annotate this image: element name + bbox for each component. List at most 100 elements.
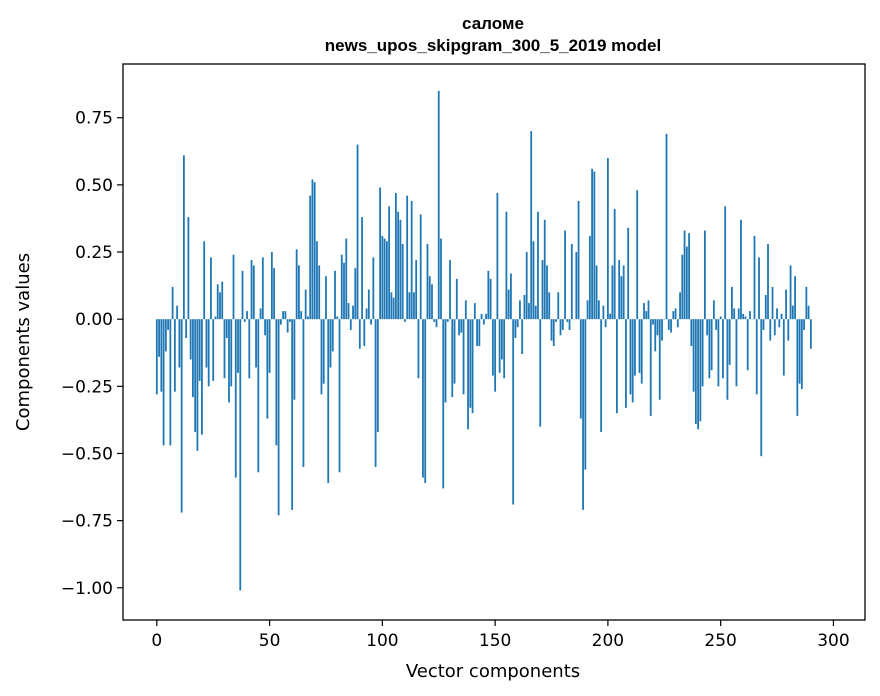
bar-240 — [697, 319, 699, 430]
bar-48 — [264, 319, 266, 336]
bar-164 — [525, 252, 528, 320]
bar-190 — [584, 319, 587, 470]
bar-124 — [435, 319, 438, 328]
bar-187 — [577, 200, 580, 320]
bar-283 — [794, 276, 796, 320]
bar-262 — [746, 319, 749, 371]
bar-181 — [564, 230, 566, 320]
bar-75 — [325, 276, 327, 320]
bar-99 — [379, 187, 381, 320]
bar-142 — [476, 319, 478, 347]
bar-160 — [516, 319, 519, 328]
bar-35 — [234, 319, 237, 478]
bar-39 — [243, 319, 246, 322]
bar-14 — [187, 217, 190, 320]
bar-57 — [284, 311, 287, 320]
bar-147 — [487, 270, 490, 320]
bar-136 — [462, 319, 465, 395]
bar-129 — [446, 319, 449, 322]
bar-123 — [433, 319, 436, 322]
y-tick-label: −0.50 — [61, 444, 113, 464]
bar-221 — [654, 319, 657, 352]
bar-226 — [665, 133, 668, 320]
bar-37 — [239, 319, 242, 591]
bar-31 — [225, 319, 228, 338]
y-axis-ticks: −1.00 −0.75 −0.50 −0.25 0.00 0.25 0.50 0.75 — [61, 109, 123, 599]
bar-61 — [293, 319, 296, 400]
bar-223 — [658, 319, 661, 400]
bar-77 — [329, 319, 332, 368]
bar-21 — [203, 241, 206, 320]
bar-81 — [338, 319, 341, 473]
bar-23 — [207, 319, 210, 387]
bar-182 — [566, 319, 569, 322]
bar-85 — [347, 303, 350, 320]
bar-191 — [586, 300, 589, 320]
bar-98 — [376, 319, 379, 432]
bar-257 — [735, 319, 738, 387]
bar-133 — [455, 278, 458, 320]
bar-169 — [537, 211, 539, 320]
bar-27 — [216, 284, 219, 320]
bar-250 — [719, 316, 722, 320]
bar-36 — [237, 319, 239, 373]
bar-241 — [699, 319, 702, 422]
bar-248 — [715, 319, 718, 330]
bar-42 — [250, 260, 253, 320]
bar-72 — [318, 265, 321, 320]
bar-16 — [192, 319, 194, 398]
bar-30 — [223, 319, 226, 379]
bar-45 — [257, 319, 260, 473]
bar-34 — [232, 254, 235, 320]
bar-40 — [246, 311, 248, 320]
bar-218 — [647, 300, 650, 320]
bar-152 — [498, 319, 501, 373]
bar-256 — [733, 308, 736, 320]
bar-20 — [201, 319, 203, 435]
bar-282 — [791, 305, 794, 320]
bar-156 — [507, 289, 510, 320]
bar-275 — [776, 308, 778, 320]
bar-115 — [415, 260, 418, 320]
bar-46 — [259, 308, 262, 320]
bar-206 — [620, 276, 623, 320]
bar-90 — [358, 319, 361, 349]
bar-104 — [390, 292, 393, 320]
bar-122 — [431, 284, 433, 320]
bar-237 — [690, 319, 693, 347]
bar-263 — [749, 311, 751, 320]
bar-236 — [688, 233, 690, 320]
bar-244 — [706, 319, 709, 336]
bar-272 — [769, 319, 772, 341]
bar-87 — [352, 305, 354, 320]
bar-109 — [401, 243, 404, 320]
bar-19 — [198, 319, 201, 381]
bar-28 — [219, 292, 221, 320]
bar-50 — [268, 319, 271, 373]
bar-268 — [760, 319, 763, 457]
bar-230 — [674, 308, 677, 320]
bar-151 — [496, 192, 499, 320]
bar-249 — [717, 319, 720, 387]
x-axis-ticks: 0 50 100 150 200 250 300 — [151, 620, 850, 651]
bar-41 — [248, 319, 251, 379]
bar-102 — [385, 241, 388, 320]
x-tick-label: 200 — [592, 631, 624, 651]
bar-235 — [685, 246, 688, 320]
bar-238 — [692, 319, 695, 392]
bar-76 — [327, 319, 330, 484]
bar-265 — [753, 235, 756, 320]
bar-274 — [773, 319, 776, 336]
y-tick-label: 0.00 — [75, 310, 113, 330]
bar-59 — [288, 319, 291, 322]
bar-139 — [469, 319, 472, 408]
bar-213 — [636, 190, 639, 320]
bar-113 — [410, 200, 413, 320]
bar-119 — [424, 319, 427, 484]
bar-200 — [606, 158, 609, 320]
bar-91 — [361, 217, 363, 320]
bar-12 — [182, 155, 185, 320]
bar-168 — [534, 305, 537, 320]
bar-88 — [354, 268, 357, 320]
bar-7 — [171, 286, 174, 320]
